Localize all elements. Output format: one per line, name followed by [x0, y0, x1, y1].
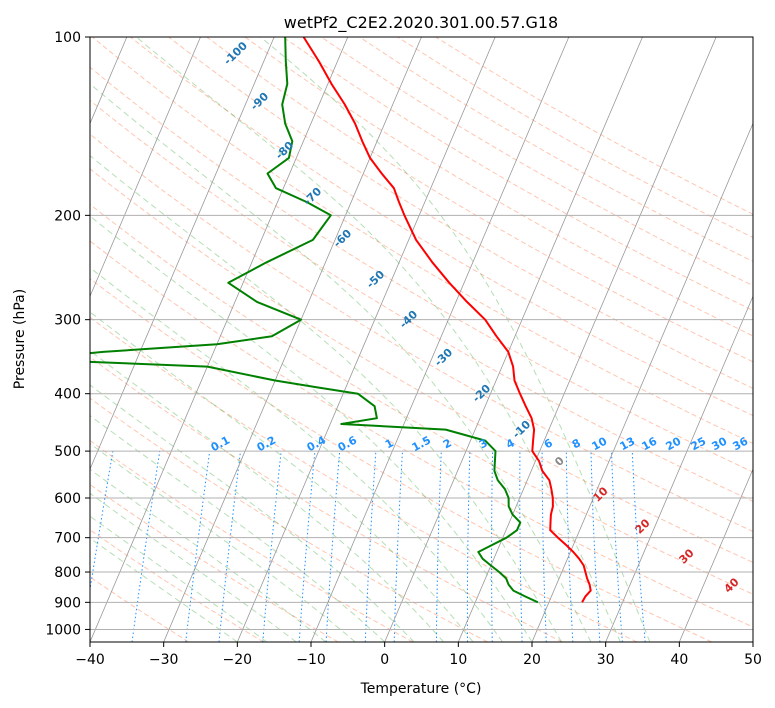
plot-frame — [89, 36, 754, 643]
dry-adiabat — [90, 356, 563, 642]
x-tick-label: −40 — [75, 652, 105, 668]
dry-adiabat — [90, 66, 753, 473]
isotherm-line — [752, 640, 753, 642]
mixing-ratio-label: 30 — [710, 434, 730, 453]
isotherm-line — [90, 37, 201, 298]
isotherm-line — [384, 37, 643, 642]
y-tick-label: 700 — [54, 531, 81, 547]
dry-adiabat — [282, 37, 753, 312]
mixing-ratio-line — [631, 451, 646, 642]
dry-adiabat — [90, 203, 753, 595]
series-layer — [90, 37, 592, 604]
y-tick-label: 400 — [54, 387, 81, 403]
x-tick-label: −20 — [223, 652, 253, 668]
isotherm-line — [310, 37, 570, 642]
y-tick-label: 900 — [54, 595, 81, 611]
moist-adiabat — [90, 468, 327, 642]
dry-adiabat — [168, 37, 753, 389]
mixing-ratio-line — [262, 451, 282, 642]
y-tick-label: 600 — [54, 491, 81, 507]
dry-adiabat — [90, 483, 339, 642]
moist-adiabat — [90, 267, 503, 642]
mixing-ratio-label: 36 — [731, 434, 751, 453]
isotherm-line — [90, 37, 349, 642]
dewpoint-profile — [90, 37, 539, 604]
mixing-ratio-line — [298, 451, 316, 642]
y-tick-label: 500 — [54, 444, 81, 460]
dry-adiabat — [90, 397, 488, 642]
dry-adiabat — [90, 133, 753, 533]
moist-adiabat — [90, 350, 444, 642]
mixing-ratio-label: 10 — [590, 434, 610, 453]
y-tick-label: 800 — [54, 565, 81, 581]
y-tick-label: 200 — [54, 208, 81, 224]
mixing-ratio-label: 20 — [664, 434, 684, 453]
x-tick-label: 0 — [380, 652, 389, 668]
x-tick-label: 50 — [744, 652, 762, 668]
chart-title: wetPf2_C2E2.2020.301.00.57.G18 — [284, 13, 558, 33]
dry-adiabat — [90, 278, 712, 642]
x-tick-label: 10 — [449, 652, 467, 668]
x-tick-label: 20 — [523, 652, 541, 668]
mixing-ratio-label: 13 — [618, 435, 638, 454]
x-axis-label: Temperature (°C) — [360, 681, 482, 697]
y-axis: 100 200 300 400 500 600 700 800 900 1000 — [45, 30, 90, 638]
x-tick-label: 30 — [597, 652, 615, 668]
y-tick-label: 100 — [54, 30, 81, 46]
dry-adiabat — [90, 240, 753, 628]
moist-adiabat — [90, 311, 474, 642]
dry-adiabat — [90, 316, 638, 642]
y-tick-label: 300 — [54, 313, 81, 329]
isotherm-line — [531, 122, 753, 642]
mixing-ratio-label: 16 — [640, 434, 660, 453]
moist-adiabat — [90, 515, 268, 642]
moist-adiabat — [90, 537, 238, 642]
mixing-ratio-label: 25 — [689, 435, 709, 454]
dry-adiabat — [206, 37, 753, 363]
temperature-profile — [302, 37, 592, 603]
isotherm-line — [90, 37, 275, 471]
moist-adiabat — [90, 155, 562, 642]
x-tick-label: 40 — [670, 652, 688, 668]
dry-adiabat — [90, 529, 264, 642]
dry-adiabat — [244, 37, 753, 337]
mixing-ratio-line — [218, 451, 241, 642]
isotherm-line — [678, 468, 753, 642]
isotherm-line — [605, 295, 753, 642]
y-axis-label: Pressure (hPa) — [12, 289, 28, 389]
moist-adiabat — [90, 215, 533, 642]
mixing-ratio-line — [185, 451, 211, 642]
dry-adiabat — [90, 99, 753, 502]
x-axis: −40 −30 −20 −10 0 10 20 30 40 50 — [75, 642, 762, 668]
moist-adiabat — [135, 37, 621, 642]
x-tick-label: −30 — [149, 652, 179, 668]
y-tick-label: 1000 — [45, 622, 81, 638]
moist-adiabat — [90, 492, 297, 642]
mixing-ratio-line — [90, 451, 114, 593]
x-tick-label: −10 — [296, 652, 326, 668]
moist-adiabat — [260, 37, 651, 642]
plot-background — [90, 37, 753, 642]
moist-adiabat — [90, 415, 386, 642]
isotherm-line — [163, 37, 422, 642]
isotherm-line — [236, 37, 496, 642]
dry-adiabat — [90, 168, 753, 563]
